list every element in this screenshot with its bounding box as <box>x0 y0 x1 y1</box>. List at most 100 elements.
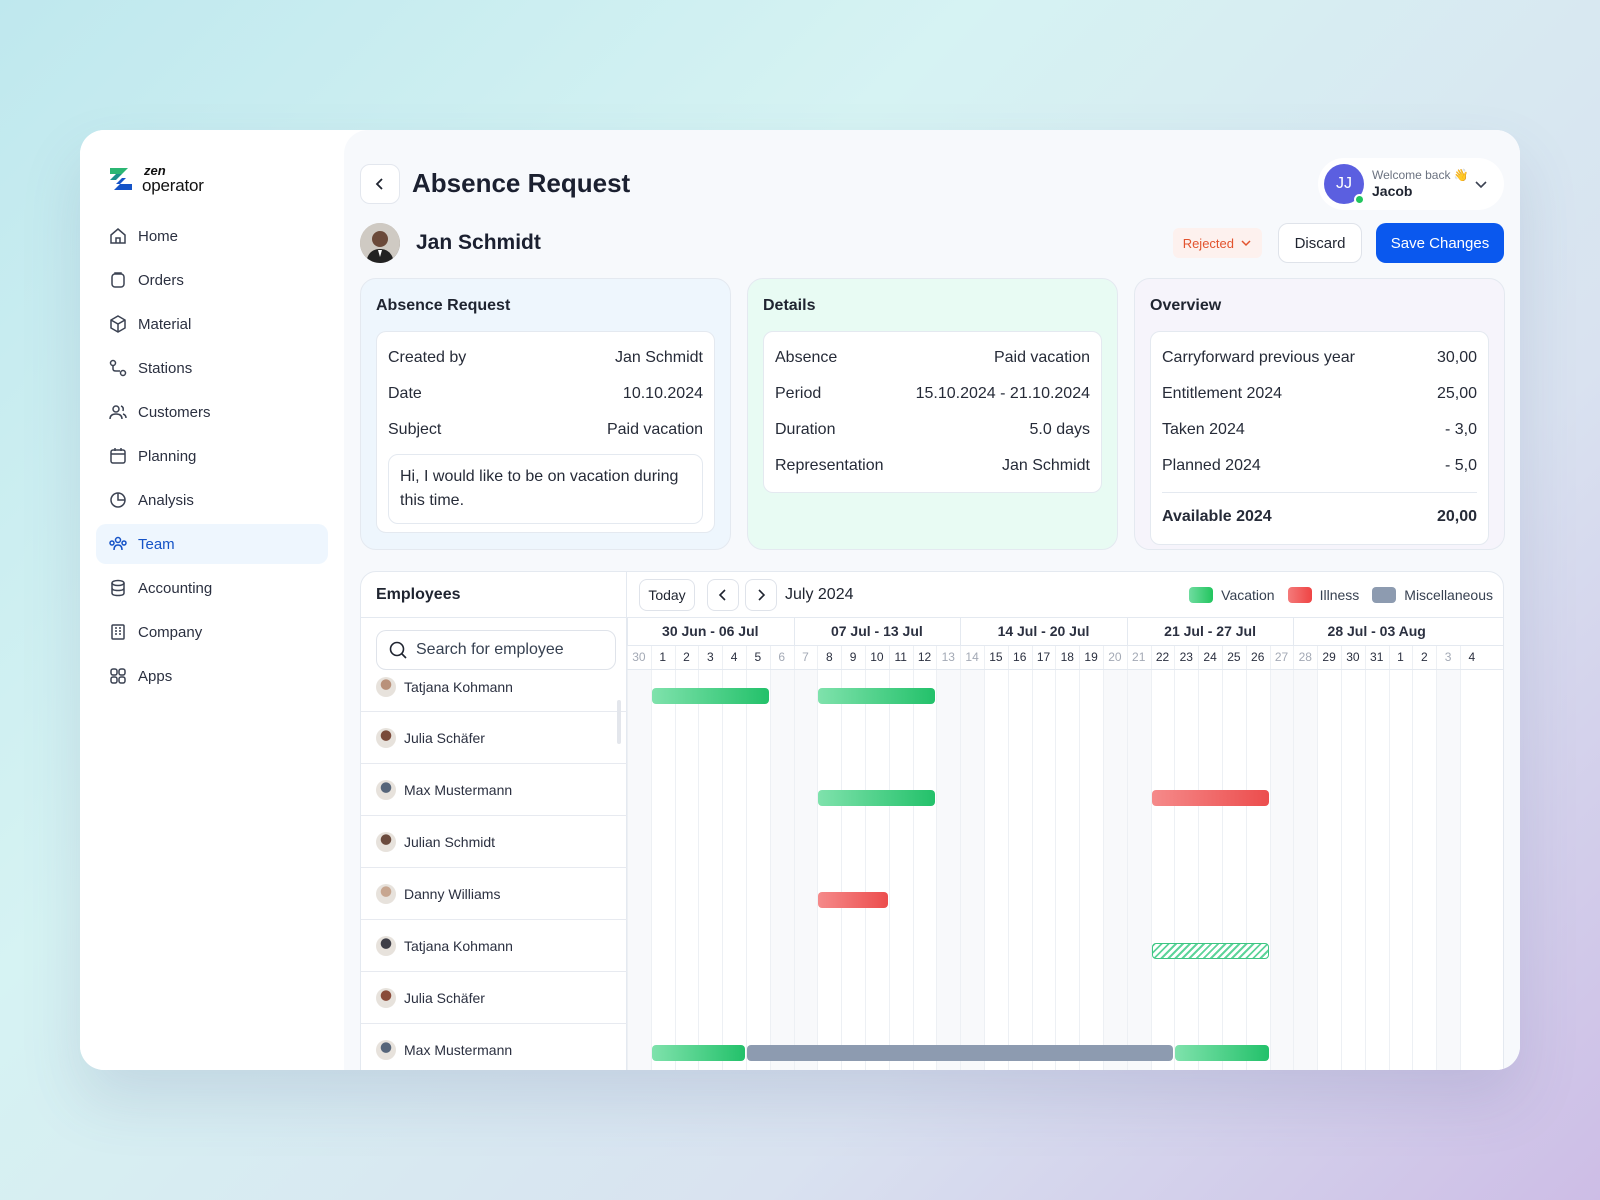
back-button[interactable] <box>360 164 400 204</box>
info-row: Planned 2024- 5,0 <box>1162 457 1477 474</box>
search-input[interactable]: Search for employee <box>376 630 616 670</box>
week-divider <box>1293 618 1295 645</box>
sidebar-item-label: Orders <box>138 271 184 289</box>
sidebar-item-analysis[interactable]: Analysis <box>96 480 328 520</box>
absence-bar-vacation[interactable] <box>818 790 936 806</box>
absence-bar-pending[interactable] <box>1151 943 1269 959</box>
status-dropdown[interactable]: Rejected <box>1172 228 1262 258</box>
card-body: Absence Paid vacation Period 15.10.2024 - … <box>763 331 1102 493</box>
details-card: Details Absence Paid vacation Period 15.10… <box>747 278 1118 550</box>
logo-mark-icon <box>106 164 136 194</box>
avatar <box>376 676 396 697</box>
day-divider <box>1079 646 1081 669</box>
day-gridline <box>1293 670 1295 1070</box>
absence-bar-vacation[interactable] <box>1175 1045 1269 1061</box>
absence-bar-vacation[interactable] <box>651 1045 745 1061</box>
logo[interactable]: zen operator <box>106 164 204 194</box>
day-divider <box>888 646 890 669</box>
scrollbar[interactable] <box>617 700 621 744</box>
list-item[interactable]: Tatjana Kohmann <box>361 662 627 712</box>
list-item[interactable]: Max Mustermann <box>361 764 627 816</box>
list-item[interactable]: Max Mustermann <box>361 1024 627 1070</box>
discard-button[interactable]: Discard <box>1278 223 1362 263</box>
prev-month-button[interactable] <box>707 579 739 611</box>
day-gridline <box>1412 670 1414 1070</box>
employee-name: Jan Schmidt <box>416 231 541 254</box>
logo-operator: operator <box>142 176 204 195</box>
save-changes-button[interactable]: Save Changes <box>1376 223 1504 263</box>
sidebar-item-material[interactable]: Material <box>96 304 328 344</box>
day-divider <box>1198 646 1200 669</box>
main-content: Absence Request JJ Welcome back 👋 Jacob <box>344 130 1520 1070</box>
avatar <box>376 883 396 904</box>
next-month-button[interactable] <box>745 579 777 611</box>
today-button[interactable]: Today <box>639 579 695 611</box>
legend: Vacation Illness Miscellaneous <box>1189 587 1493 603</box>
user-name: Jacob <box>1372 182 1413 199</box>
day-divider <box>1293 646 1295 669</box>
day-divider <box>698 646 700 669</box>
user-menu[interactable]: JJ Welcome back 👋 Jacob <box>1318 158 1504 210</box>
info-row: Date 10.10.2024 <box>388 385 703 402</box>
day-gridline <box>1126 670 1128 1070</box>
absence-bar-illness[interactable] <box>1151 790 1269 806</box>
day-divider <box>769 646 771 669</box>
day-divider <box>1103 646 1104 669</box>
employee-name: Julian Schmidt <box>404 833 496 850</box>
list-item[interactable]: Julian Schmidt <box>361 816 627 868</box>
legend-swatch <box>1287 587 1312 603</box>
day-number: 11 <box>894 650 907 664</box>
info-row: Subject Paid vacation <box>388 421 703 438</box>
employee-name: Max Mustermann <box>404 1041 513 1058</box>
day-number: 26 <box>1251 650 1265 664</box>
sidebar-item-customers[interactable]: Customers <box>96 392 328 432</box>
overview-card: Overview Carryforward previous year 30,00… <box>1134 278 1505 550</box>
day-divider <box>817 646 819 669</box>
employee-list: Tatjana Kohmann Julia Schäfer Max Musterma… <box>361 674 627 1070</box>
sidebar-item-planning[interactable]: Planning <box>96 436 328 476</box>
week-label: 07 Jul - 13 Jul <box>830 623 923 639</box>
day-number: 5 <box>754 650 762 664</box>
calendar-icon <box>110 448 126 464</box>
day-divider <box>722 646 724 669</box>
list-item[interactable]: Tatjana Kohmann <box>361 920 627 972</box>
day-header: 30 1 2 3 4 5 6 7 8 9 10 11 12 13 14 15 16 17 18 19 20 21 22 23 2… <box>627 646 1503 670</box>
list-item[interactable]: Danny Williams <box>361 868 627 920</box>
sidebar-item-orders[interactable]: Orders <box>96 260 328 300</box>
day-divider <box>1174 646 1176 669</box>
absence-bar-illness[interactable] <box>818 892 888 908</box>
sidebar-item-home[interactable]: Home <box>96 216 328 256</box>
sidebar-item-team[interactable]: Team <box>96 524 328 564</box>
week-divider <box>793 618 795 645</box>
list-item[interactable]: Julia Schäfer <box>361 972 627 1024</box>
sidebar-item-company[interactable]: Company <box>96 612 328 652</box>
sidebar-item-apps[interactable]: Apps <box>96 656 328 696</box>
absence-bar-misc[interactable] <box>747 1045 1174 1061</box>
card-body: Carryforward previous year 30,00 Entitlem… <box>1150 331 1489 545</box>
users-icon <box>109 405 127 420</box>
day-gridline <box>698 670 700 1070</box>
day-gridline <box>722 670 724 1070</box>
sidebar-item-stations[interactable]: Stations <box>96 348 328 388</box>
sidebar-item-accounting[interactable]: Accounting <box>96 568 328 608</box>
day-number: 18 <box>1060 650 1074 664</box>
weekend-column <box>1103 670 1127 1070</box>
absence-bar-vacation[interactable] <box>651 688 769 704</box>
day-divider <box>936 646 938 669</box>
pie-chart-icon <box>110 492 126 508</box>
day-gridline <box>865 670 866 1070</box>
day-divider <box>746 646 747 669</box>
day-gridline <box>769 670 771 1070</box>
employee-name: Max Mustermann <box>404 781 513 798</box>
day-gridline <box>1079 670 1081 1070</box>
day-gridline <box>984 670 985 1070</box>
weekend-column <box>627 670 651 1070</box>
sidebar: zen operator Home Orders Material Statio… <box>80 130 344 1070</box>
cube-icon <box>110 315 126 333</box>
day-number: 2 <box>1420 650 1428 664</box>
card-title: Details <box>763 297 816 314</box>
absence-bar-vacation[interactable] <box>818 688 936 704</box>
weekend-column <box>936 670 961 1070</box>
day-number: 23 <box>1179 650 1193 664</box>
list-item[interactable]: Julia Schäfer <box>361 712 627 764</box>
